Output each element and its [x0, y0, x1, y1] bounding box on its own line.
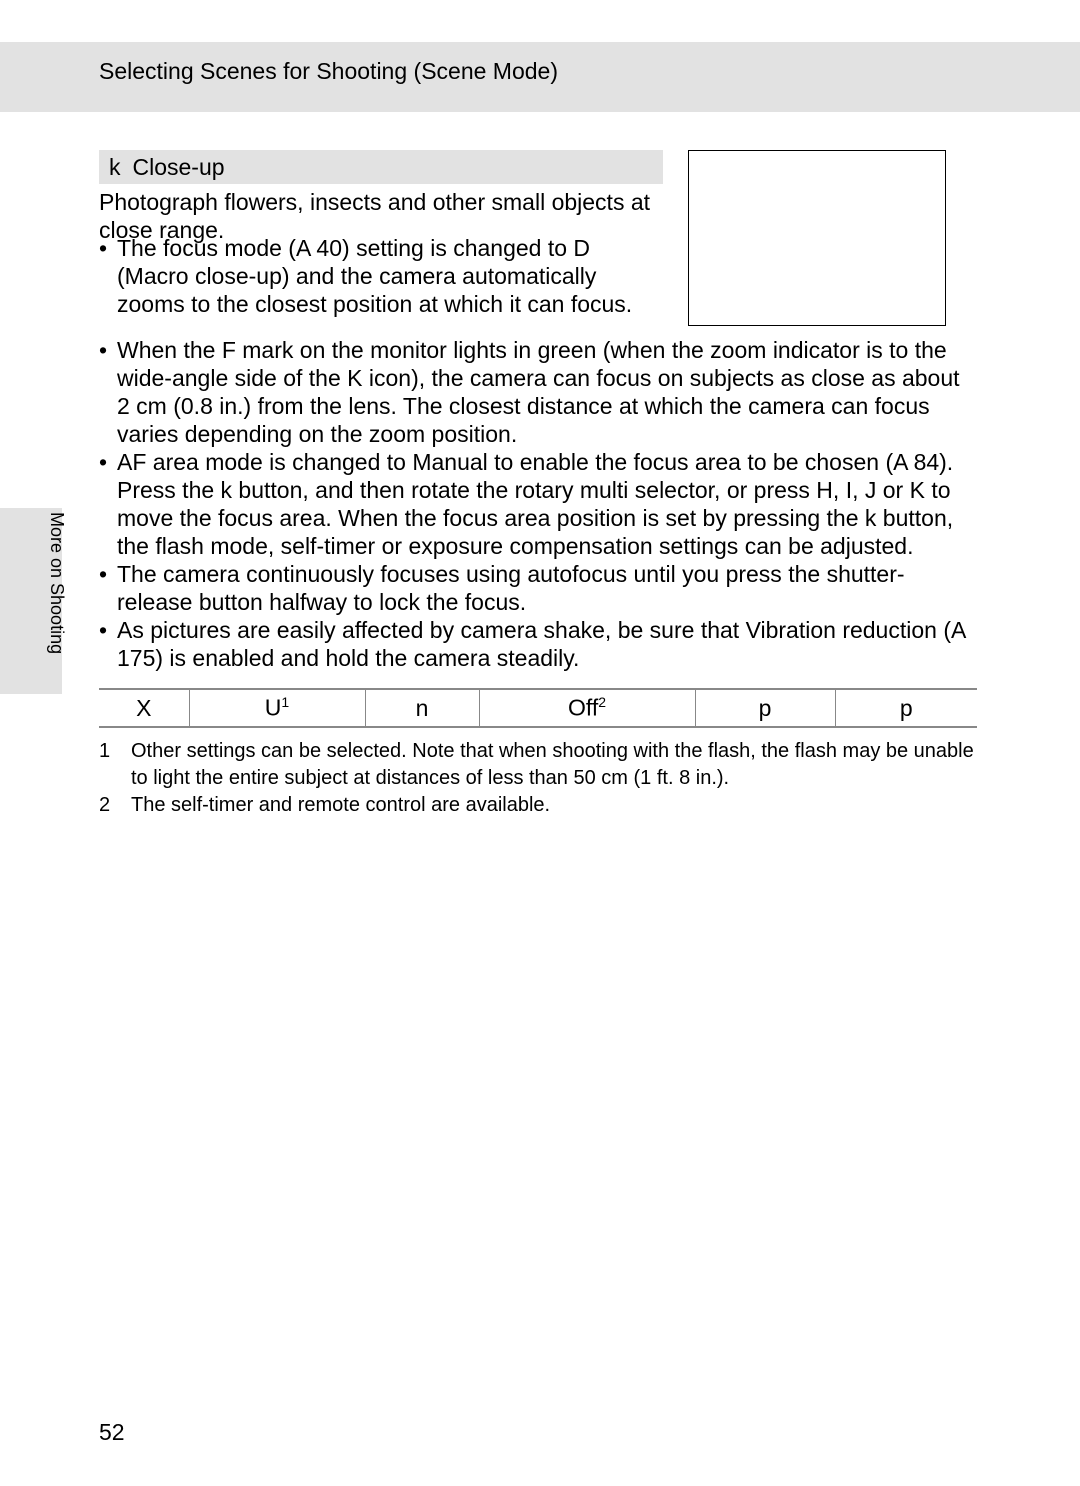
- bullet-icon: •: [99, 560, 117, 616]
- cell-value: Off: [568, 695, 598, 721]
- bullet-text: When the F mark on the monitor lights in…: [117, 336, 977, 448]
- table-cell: X: [99, 689, 189, 727]
- cell-value: X: [136, 695, 151, 721]
- footnote-number: 1: [99, 738, 131, 792]
- scene-mode-label: Close-up: [133, 154, 225, 181]
- bullet-text: As pictures are easily affected by camer…: [117, 616, 977, 672]
- settings-table: X U1 n Off2 p p: [99, 688, 977, 728]
- page: Selecting Scenes for Shooting (Scene Mod…: [0, 0, 1080, 1486]
- table-row: X U1 n Off2 p p: [99, 689, 977, 727]
- table-cell: n: [365, 689, 479, 727]
- table-cell: U1: [189, 689, 365, 727]
- list-item: •The camera continuously focuses using a…: [99, 560, 977, 616]
- footnotes: 1Other settings can be selected. Note th…: [99, 738, 977, 819]
- bullet-icon: •: [99, 616, 117, 672]
- cell-superscript: 1: [281, 694, 289, 710]
- scene-mode-heading: k Close-up: [99, 150, 663, 184]
- cell-value: p: [900, 695, 913, 721]
- footnote: 1Other settings can be selected. Note th…: [99, 738, 977, 792]
- table-cell: Off2: [479, 689, 695, 727]
- bullet-text: The focus mode (A 40) setting is changed…: [117, 234, 663, 318]
- close-up-icon: k: [109, 154, 121, 181]
- bullet-icon: •: [99, 234, 117, 318]
- list-item: •When the F mark on the monitor lights i…: [99, 336, 977, 448]
- cell-superscript: 2: [598, 694, 606, 710]
- cell-value: p: [759, 695, 772, 721]
- page-title: Selecting Scenes for Shooting (Scene Mod…: [99, 58, 558, 85]
- bullet-text: The camera continuously focuses using au…: [117, 560, 977, 616]
- page-number: 52: [99, 1419, 125, 1446]
- list-item: •AF area mode is changed to Manual to en…: [99, 448, 977, 560]
- cell-value: U: [265, 695, 282, 721]
- footnote-text: Other settings can be selected. Note tha…: [131, 738, 977, 792]
- bullet-icon: •: [99, 336, 117, 448]
- bullet-icon: •: [99, 448, 117, 560]
- footnote: 2The self-timer and remote control are a…: [99, 792, 977, 819]
- cell-value: n: [416, 695, 429, 721]
- side-tab-label: More on Shooting: [46, 512, 67, 654]
- table-cell: p: [695, 689, 835, 727]
- list-item: •The focus mode (A 40) setting is change…: [99, 234, 977, 318]
- bullet-text: AF area mode is changed to Manual to ena…: [117, 448, 977, 560]
- footnote-number: 2: [99, 792, 131, 819]
- table-cell: p: [835, 689, 977, 727]
- footnote-text: The self-timer and remote control are av…: [131, 792, 550, 819]
- bullet-list: •The focus mode (A 40) setting is change…: [99, 234, 977, 672]
- list-item: •As pictures are easily affected by came…: [99, 616, 977, 672]
